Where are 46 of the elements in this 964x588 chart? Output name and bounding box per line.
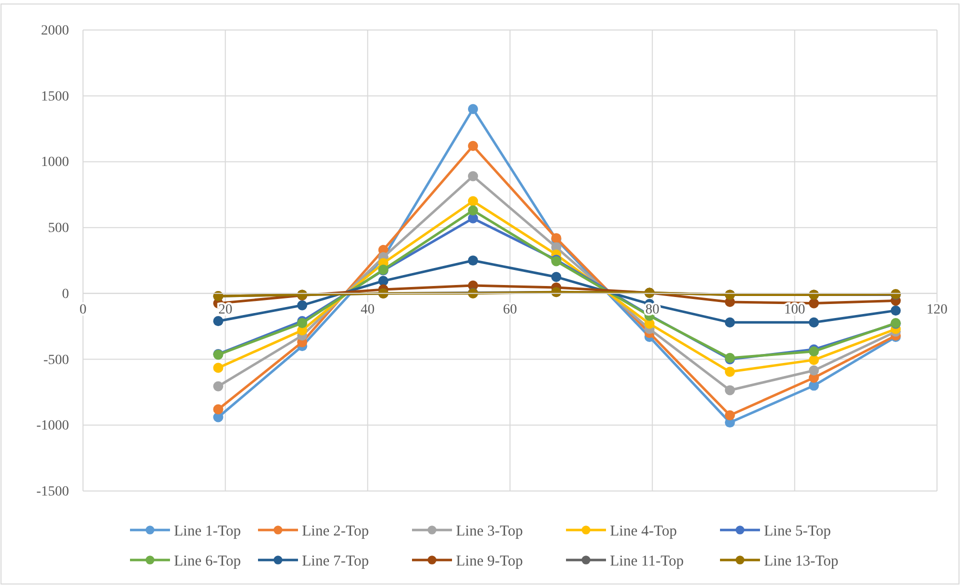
legend-label: Line 6-Top <box>174 553 241 570</box>
y-tick-label: 0 <box>62 286 69 302</box>
point <box>468 255 478 266</box>
point <box>890 306 901 316</box>
point <box>724 410 735 420</box>
point <box>213 404 224 414</box>
point <box>808 298 819 308</box>
legend-label: Line 11-Top <box>610 553 684 570</box>
point <box>468 104 478 114</box>
point <box>468 171 478 182</box>
y-tick-label: 1500 <box>41 89 69 104</box>
point <box>551 272 562 282</box>
legend-label: Line 4-Top <box>610 523 677 540</box>
y-tick-label: 500 <box>48 221 69 236</box>
x-tick-label: 100 <box>784 302 806 318</box>
point <box>468 196 478 206</box>
point <box>808 365 819 376</box>
legend-label: Line 13-Top <box>764 553 838 570</box>
point <box>724 317 735 328</box>
point <box>808 317 819 328</box>
point <box>213 362 224 373</box>
point <box>468 140 478 151</box>
legend-label: Line 5-Top <box>764 523 831 540</box>
point <box>378 276 388 286</box>
x-tick-label: 120 <box>926 302 948 318</box>
point <box>468 205 478 216</box>
x-tick-label: 60 <box>503 302 517 318</box>
y-tick-label: 2000 <box>41 23 69 38</box>
point <box>724 366 735 377</box>
point <box>297 300 308 310</box>
point <box>808 354 819 365</box>
x-tick-label: 40 <box>360 302 375 318</box>
x-tick-label: 20 <box>218 302 232 318</box>
y-tick-label: 1000 <box>41 155 69 170</box>
legend-label: Line 1-Top <box>174 523 241 540</box>
legend-label: Line 7-Top <box>302 553 369 570</box>
y-tick-label: -500 <box>43 352 69 368</box>
legend-label: Line 3-Top <box>456 523 523 540</box>
point <box>213 381 224 392</box>
point <box>213 316 224 326</box>
x-tick-label: 0 <box>80 302 86 318</box>
y-tick-label: -1500 <box>36 484 69 500</box>
point <box>724 385 735 396</box>
legend-label: Line 2-Top <box>302 523 369 540</box>
y-tick-label: -1000 <box>36 418 69 434</box>
legend-label: Line 9-Top <box>456 553 523 570</box>
